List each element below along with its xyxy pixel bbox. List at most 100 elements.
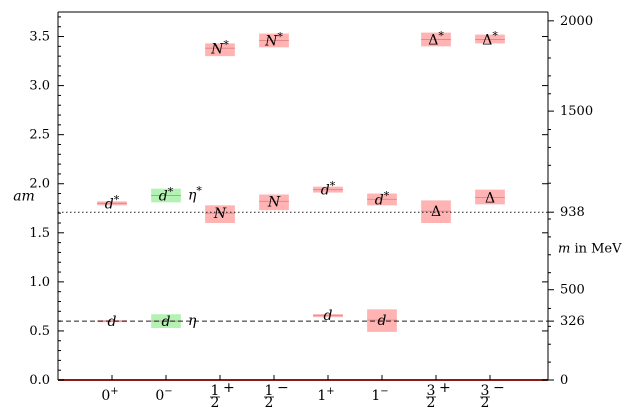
category-label-text: 1− (371, 386, 388, 404)
category-denominator: 2 (265, 395, 274, 408)
category-sup: + (439, 380, 451, 396)
state-labels: d*dd* η*d ηN*NN*Nd*dd*dΔ*ΔΔ*Δ (105, 29, 499, 330)
state-label-star: * (438, 29, 444, 42)
state-label-star: * (277, 30, 283, 43)
state-label-base: N (210, 41, 224, 57)
state-box (205, 205, 235, 223)
state-label-base: d (375, 192, 384, 208)
left-axis-label: am (13, 189, 35, 205)
state-label: Δ (485, 190, 495, 206)
state-label-base: d (108, 314, 117, 330)
category-main: 1 (371, 388, 380, 404)
state-label: d (162, 314, 171, 330)
state-label-base: d (324, 308, 333, 324)
right-tick-label: 0 (560, 373, 568, 388)
category-main: 1 (317, 388, 326, 404)
state-label-base: Δ (431, 204, 441, 220)
category-label: 0− (155, 386, 172, 404)
category-label-text: 0+ (101, 386, 118, 404)
category-sup: + (326, 386, 334, 397)
category-denominator: 2 (427, 395, 436, 408)
state-label: Δ* (482, 29, 498, 48)
state-label: d* (159, 186, 174, 205)
right-axis-label-var: m (558, 242, 570, 257)
state-label: d* (321, 180, 336, 199)
reference-lines (58, 211, 548, 322)
category-label: 12− (264, 380, 289, 408)
state-label-star: * (330, 180, 336, 193)
right-tick-label: 500 (560, 283, 585, 298)
category-label: 1− (371, 386, 388, 404)
state-label: Δ* (428, 29, 444, 48)
state-label-base: Δ (482, 32, 492, 48)
left-tick-label: 1.0 (29, 275, 50, 290)
category-sup: + (223, 380, 235, 396)
category-main: 0 (101, 388, 110, 404)
category-denominator: 2 (481, 395, 490, 408)
state-label-base: N (264, 33, 278, 49)
category-sup: + (110, 386, 118, 397)
left-tick-label: 3.5 (29, 30, 50, 45)
state-label: d (108, 314, 117, 330)
state-label: d (324, 308, 333, 324)
category-label-text: 1+ (317, 386, 334, 404)
state-label: N (267, 194, 281, 210)
category-sup: − (380, 386, 388, 397)
right-tick-label: 2000 (560, 14, 593, 29)
state-label-star: * (384, 189, 390, 202)
state-label: d* (105, 193, 120, 212)
left-tick-label: 2.5 (29, 128, 50, 143)
category-denominator: 2 (211, 395, 220, 408)
right-tick-label: 938 (560, 205, 585, 220)
right-axis-label: m in MeV (558, 242, 622, 257)
category-sup: − (164, 386, 172, 397)
state-label-base: d (378, 313, 387, 329)
plot-frame (57, 11, 549, 381)
state-label-star: * (168, 186, 174, 199)
category-label: 0+ (101, 386, 118, 404)
state-label-base: N (267, 194, 281, 210)
state-label-base: d (159, 189, 168, 205)
left-tick-label: 0.0 (29, 373, 50, 388)
state-box (205, 43, 235, 57)
state-label-base: d (105, 196, 114, 212)
axes: 0.0 0.5 1.0 1.5 2.0 2.5 3.0 3.5 am 0 326 500 938 1500… (13, 14, 622, 408)
category-numerator: 3 (481, 383, 490, 399)
state-label: N* (264, 30, 283, 49)
category-label-text: 0− (155, 386, 172, 404)
state-label-base: Δ (485, 190, 495, 206)
category-numerator: 1 (211, 383, 220, 399)
category-numerator: 1 (265, 383, 274, 399)
state-label: d (378, 313, 387, 329)
state-label-star: * (492, 29, 498, 42)
category-sup: − (277, 380, 289, 396)
left-tick-label: 1.5 (29, 226, 50, 241)
left-tick-label: 3.0 (29, 79, 50, 94)
left-tick-label: 0.5 (29, 324, 50, 339)
state-label-star: * (223, 38, 229, 51)
state-label-base: η (188, 313, 197, 329)
category-label: 32+ (426, 380, 451, 408)
state-label-star: * (196, 185, 202, 198)
category-numerator: 3 (427, 383, 436, 399)
state-label-base: η (188, 188, 197, 204)
left-tick-label: 2.0 (29, 177, 50, 192)
state-label-base: d (162, 314, 171, 330)
category-sup: − (493, 380, 505, 396)
state-label-star: * (114, 193, 120, 206)
state-label-base: Δ (428, 32, 438, 48)
state-label: η (188, 313, 197, 329)
category-label: 1+ (317, 386, 334, 404)
state-label-base: N (213, 206, 227, 222)
state-label: η* (188, 185, 202, 204)
state-label: N (213, 206, 227, 222)
category-main: 0 (155, 388, 164, 404)
category-label: 12+ (210, 380, 235, 408)
state-label: N* (210, 38, 229, 57)
right-tick-label: 326 (560, 314, 585, 329)
right-tick-label: 1500 (560, 104, 593, 119)
category-label: 32− (480, 380, 505, 408)
state-label: d* (375, 189, 390, 208)
